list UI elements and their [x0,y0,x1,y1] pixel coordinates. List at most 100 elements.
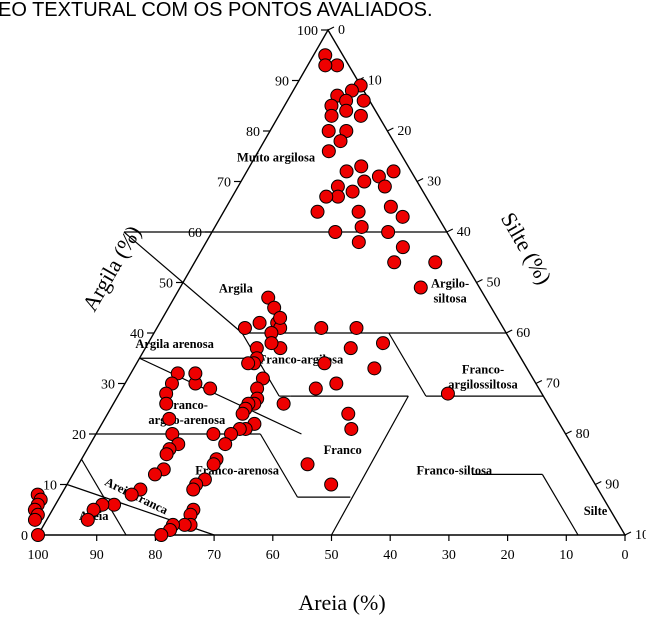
data-point [124,487,139,502]
data-point [330,189,345,204]
silt-tick [535,379,543,385]
class-label: Argila arenosa [135,337,214,351]
silt-tick-label: 0 [338,23,345,38]
data-point [381,225,396,239]
data-point [349,320,364,335]
data-points [27,48,455,542]
silt-tick-label: 30 [427,175,441,190]
data-point [314,320,329,335]
silt-tick [624,531,632,536]
data-point [428,255,443,270]
data-point [318,58,333,73]
boundary-line [259,433,299,498]
data-point [353,108,368,123]
clay-tick-label: 0 [21,529,28,544]
data-point [273,310,288,325]
boundary-line [330,395,409,536]
data-point [80,512,95,527]
data-point [343,341,358,356]
silt-tick [416,177,424,183]
data-point [329,376,344,391]
sand-tick-label: 70 [207,548,221,563]
data-point [333,134,348,149]
data-point [324,108,339,123]
clay-tick-label: 20 [72,428,86,443]
clay-tick-label: 100 [297,24,318,39]
data-point [147,467,162,482]
data-point [186,482,201,497]
class-label: Muito argilosa [237,150,316,164]
data-point [188,366,203,381]
clay-tick-label: 40 [130,327,144,342]
data-point [395,240,410,255]
data-point [328,225,343,239]
data-point [395,209,410,224]
boundary-line [388,332,427,397]
data-point [308,381,323,396]
data-point [159,396,174,411]
clay-tick-label: 70 [217,176,231,191]
data-point [345,184,360,199]
left-axis-title: Argila (%) [77,221,146,315]
sand-tick-label: 90 [90,548,104,563]
boundary-line [80,458,127,536]
data-point [386,164,401,179]
data-point [383,199,398,214]
class-label: Argilo-siltosa [431,277,469,306]
data-point [317,356,332,371]
figure-title: EO TEXTURAL COM OS PONTOS AVALIADOS. [0,0,433,21]
data-point [413,280,428,295]
silt-tick-label: 10 [368,74,382,89]
boundary-line [541,474,579,536]
data-point [241,356,256,371]
data-point [377,179,392,194]
data-point [252,315,267,330]
class-label: Silte [584,504,608,518]
silt-tick-label: 20 [397,124,411,139]
data-point [376,336,390,351]
right-axis-title: Silte (%) [496,208,557,289]
data-point [351,204,366,219]
data-point [387,255,402,270]
data-point [218,437,233,452]
data-point [351,235,366,250]
sand-tick-label: 0 [622,548,629,563]
data-point [107,497,122,512]
silt-tick [595,480,602,486]
silt-tick [505,329,513,334]
data-point [324,477,339,492]
data-point [341,406,356,421]
silt-tick [327,26,335,31]
data-point [440,386,455,401]
data-point [344,421,359,436]
x-axis-title: Areia (%) [298,590,385,615]
data-point [367,361,382,376]
data-point [235,406,250,421]
clay-tick-label: 50 [159,277,173,292]
data-point [357,174,372,189]
clay-tick-label: 60 [188,226,202,241]
silt-tick [565,430,572,435]
data-point [339,164,354,179]
data-point [177,517,192,532]
silt-tick-label: 60 [516,326,530,341]
data-point [330,58,345,73]
data-point [321,144,336,159]
silt-tick-label: 100 [635,528,646,543]
silt-tick-label: 80 [576,427,590,442]
clay-tick-label: 10 [43,479,57,494]
data-point [206,457,221,472]
sand-tick-label: 30 [442,548,456,563]
silt-tick [387,127,394,132]
clay-tick-label: 90 [275,75,289,90]
clay-tick-label: 80 [246,125,260,140]
silt-tick-label: 50 [487,276,501,291]
clay-tick-label: 30 [101,378,115,393]
data-point [206,427,221,441]
data-point [264,336,279,351]
sand-tick-label: 80 [148,548,162,563]
data-point [319,189,334,204]
silt-tick-label: 90 [605,478,619,493]
data-point [356,93,371,108]
